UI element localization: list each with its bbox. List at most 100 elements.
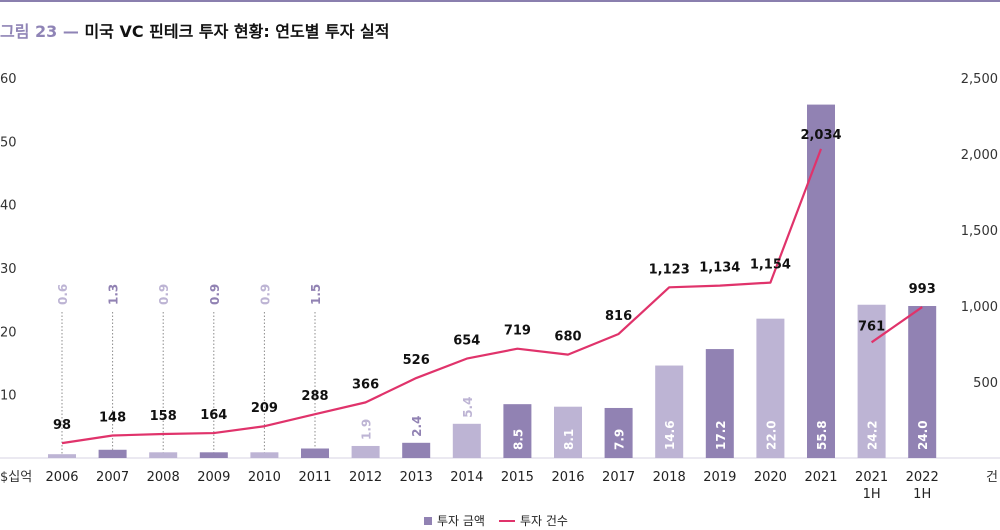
x-tick-label: 2014 xyxy=(450,470,483,485)
bar-value-label: 14.6 xyxy=(663,420,677,450)
bar-value-label: 24.2 xyxy=(866,420,880,450)
line-value-label: 366 xyxy=(352,377,379,392)
line-value-label: 526 xyxy=(403,353,430,368)
bar xyxy=(857,304,886,458)
line-value-label: 98 xyxy=(53,418,71,433)
legend: 투자 금액 투자 건수 xyxy=(424,512,582,529)
x-tick-label: 2018 xyxy=(653,470,686,485)
line-value-label: 761 xyxy=(858,319,885,334)
line-series-count xyxy=(61,148,823,445)
x-tick-label: 2011 xyxy=(298,470,331,485)
bar-value-label: 0.9 xyxy=(258,284,272,305)
legend-item-amount: 투자 금액 xyxy=(424,512,485,529)
line-value-label: 993 xyxy=(909,282,936,297)
x-tick-label: 2016 xyxy=(551,470,584,485)
y-left-tick-label: 40 xyxy=(0,199,17,214)
y-left-tick-label: 50 xyxy=(0,135,17,150)
x-tick-label: 2009 xyxy=(197,470,230,485)
line-value-label: 209 xyxy=(251,401,278,416)
bar-value-label: 22.0 xyxy=(764,420,778,450)
bar xyxy=(98,449,127,458)
bar xyxy=(604,407,633,458)
x-tick-label: 2021 xyxy=(804,470,837,485)
x-tick-label: 2022 xyxy=(906,470,939,485)
y-left-unit-label: $십억 xyxy=(0,470,32,485)
bar-value-label: 8.5 xyxy=(511,429,525,450)
bar xyxy=(655,365,684,458)
y-left-tick-label: 20 xyxy=(0,325,17,340)
y-right-unit-label: 건 xyxy=(986,470,998,485)
y-right-tick-label: 500 xyxy=(973,376,998,391)
bar-value-label: 1.5 xyxy=(309,284,323,305)
x-tick-label: 2006 xyxy=(45,470,78,485)
x-tick-label: 2007 xyxy=(96,470,129,485)
x-tick-label: 1H xyxy=(913,487,931,502)
bar-value-label: 0.9 xyxy=(208,284,222,305)
line-series-count-half-year xyxy=(870,306,923,344)
line-value-label: 1,123 xyxy=(649,262,690,277)
bar-value-label: 2.4 xyxy=(410,416,424,437)
y-left-tick-label: 10 xyxy=(0,389,17,404)
bar-value-label: 1.3 xyxy=(107,284,121,305)
line-value-label: 2,034 xyxy=(800,128,841,143)
line-value-label: 1,154 xyxy=(750,258,791,273)
line-value-label: 816 xyxy=(605,309,632,324)
bar-value-label: 24.0 xyxy=(916,420,930,450)
bar-value-label: 7.9 xyxy=(613,429,627,450)
page-title: 미국 VC 핀테크 투자 현황: 연도별 투자 실적 xyxy=(84,22,390,41)
bar xyxy=(149,452,178,458)
bar xyxy=(705,349,734,458)
bar xyxy=(807,104,835,458)
line-value-label: 148 xyxy=(99,411,126,426)
x-tick-label: 2010 xyxy=(248,470,281,485)
y-right-tick-label: 2,000 xyxy=(961,148,998,163)
y-right-tick-label: 1,500 xyxy=(961,224,998,239)
x-tick-label: 2020 xyxy=(754,470,787,485)
x-tick-label: 2019 xyxy=(703,470,736,485)
line-value-label: 680 xyxy=(554,330,581,345)
bar-value-label: 5.4 xyxy=(461,397,475,418)
legend-item-count: 투자 건수 xyxy=(498,512,568,529)
y-right-tick-label: 1,000 xyxy=(961,300,998,315)
y-left-tick-label: 30 xyxy=(0,262,17,277)
bar-value-label: 1.9 xyxy=(360,419,374,440)
top-rule xyxy=(0,0,1000,2)
x-tick-label: 2015 xyxy=(501,470,534,485)
x-tick-label: 2013 xyxy=(400,470,433,485)
x-tick-label: 2008 xyxy=(147,470,180,485)
bar-value-label: 0.9 xyxy=(157,284,171,305)
y-right-tick-label: 2,500 xyxy=(961,72,998,87)
bar-value-label: 17.2 xyxy=(714,420,728,450)
bar xyxy=(756,318,785,458)
y-left-tick-label: 60 xyxy=(0,72,17,87)
line-value-label: 654 xyxy=(453,334,480,349)
line-value-label: 288 xyxy=(301,389,328,404)
figure-number: 그림 23 — xyxy=(0,22,79,41)
line-value-label: 158 xyxy=(150,409,177,424)
line-value-label: 1,134 xyxy=(699,261,740,276)
bar xyxy=(908,306,937,458)
bar xyxy=(199,452,228,458)
bar xyxy=(402,442,431,458)
x-tick-label: 2021 xyxy=(855,470,888,485)
bar-value-label: 0.6 xyxy=(56,284,70,305)
bar xyxy=(48,454,76,458)
legend-swatch-line xyxy=(498,519,515,522)
legend-label-count: 투자 건수 xyxy=(519,514,568,528)
legend-swatch-bar xyxy=(424,516,432,525)
bar-value-label: 55.8 xyxy=(815,420,829,450)
figure-title: 그림 23 — 미국 VC 핀테크 투자 현황: 연도별 투자 실적 xyxy=(0,18,389,42)
line-value-label: 164 xyxy=(200,408,227,423)
bar xyxy=(503,404,532,458)
x-tick-label: 1H xyxy=(863,487,881,502)
bar xyxy=(554,406,582,458)
bar xyxy=(301,448,329,458)
bar xyxy=(351,445,380,458)
x-tick-label: 2017 xyxy=(602,470,635,485)
bar-value-label: 8.1 xyxy=(562,429,576,450)
x-tick-label: 2012 xyxy=(349,470,382,485)
bar xyxy=(250,452,279,458)
line-value-label: 719 xyxy=(504,324,531,339)
bar xyxy=(452,423,481,458)
